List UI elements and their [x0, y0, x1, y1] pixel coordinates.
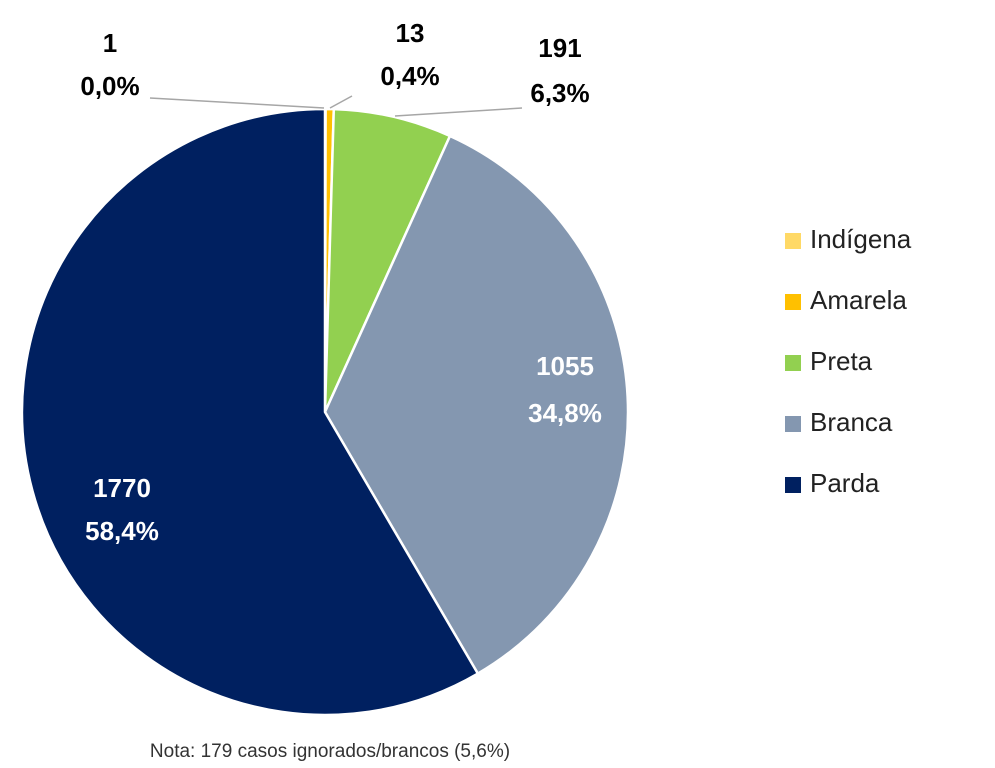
data-label: 1055: [536, 351, 594, 381]
legend-label: Parda: [810, 468, 880, 498]
leader-line: [149, 97, 325, 109]
percent-label: 6,3%: [530, 78, 589, 108]
legend-label: Preta: [810, 346, 873, 376]
pie-slice: [20, 107, 480, 717]
legend-label: Amarela: [810, 285, 907, 315]
data-label: 1: [103, 28, 117, 58]
percent-label: 0,4%: [380, 61, 439, 91]
legend-swatch: [785, 233, 801, 249]
leader-line: [329, 95, 353, 109]
percent-label: 58,4%: [85, 516, 159, 546]
legend-label: Indígena: [810, 224, 912, 254]
legend-swatch: [785, 355, 801, 371]
legend-label: Branca: [810, 407, 893, 437]
legend-swatch: [785, 416, 801, 432]
percent-label: 34,8%: [528, 398, 602, 428]
legend-swatch: [785, 294, 801, 310]
data-label: 13: [396, 18, 425, 48]
note: Nota: 179 casos ignorados/brancos (5,6%): [150, 741, 510, 762]
percent-label: 0,0%: [80, 71, 139, 101]
pie-slice: [323, 107, 452, 414]
legend-swatch: [785, 477, 801, 493]
leader-line: [394, 107, 523, 117]
data-label: 191: [538, 33, 581, 63]
data-label: 1770: [93, 473, 151, 503]
